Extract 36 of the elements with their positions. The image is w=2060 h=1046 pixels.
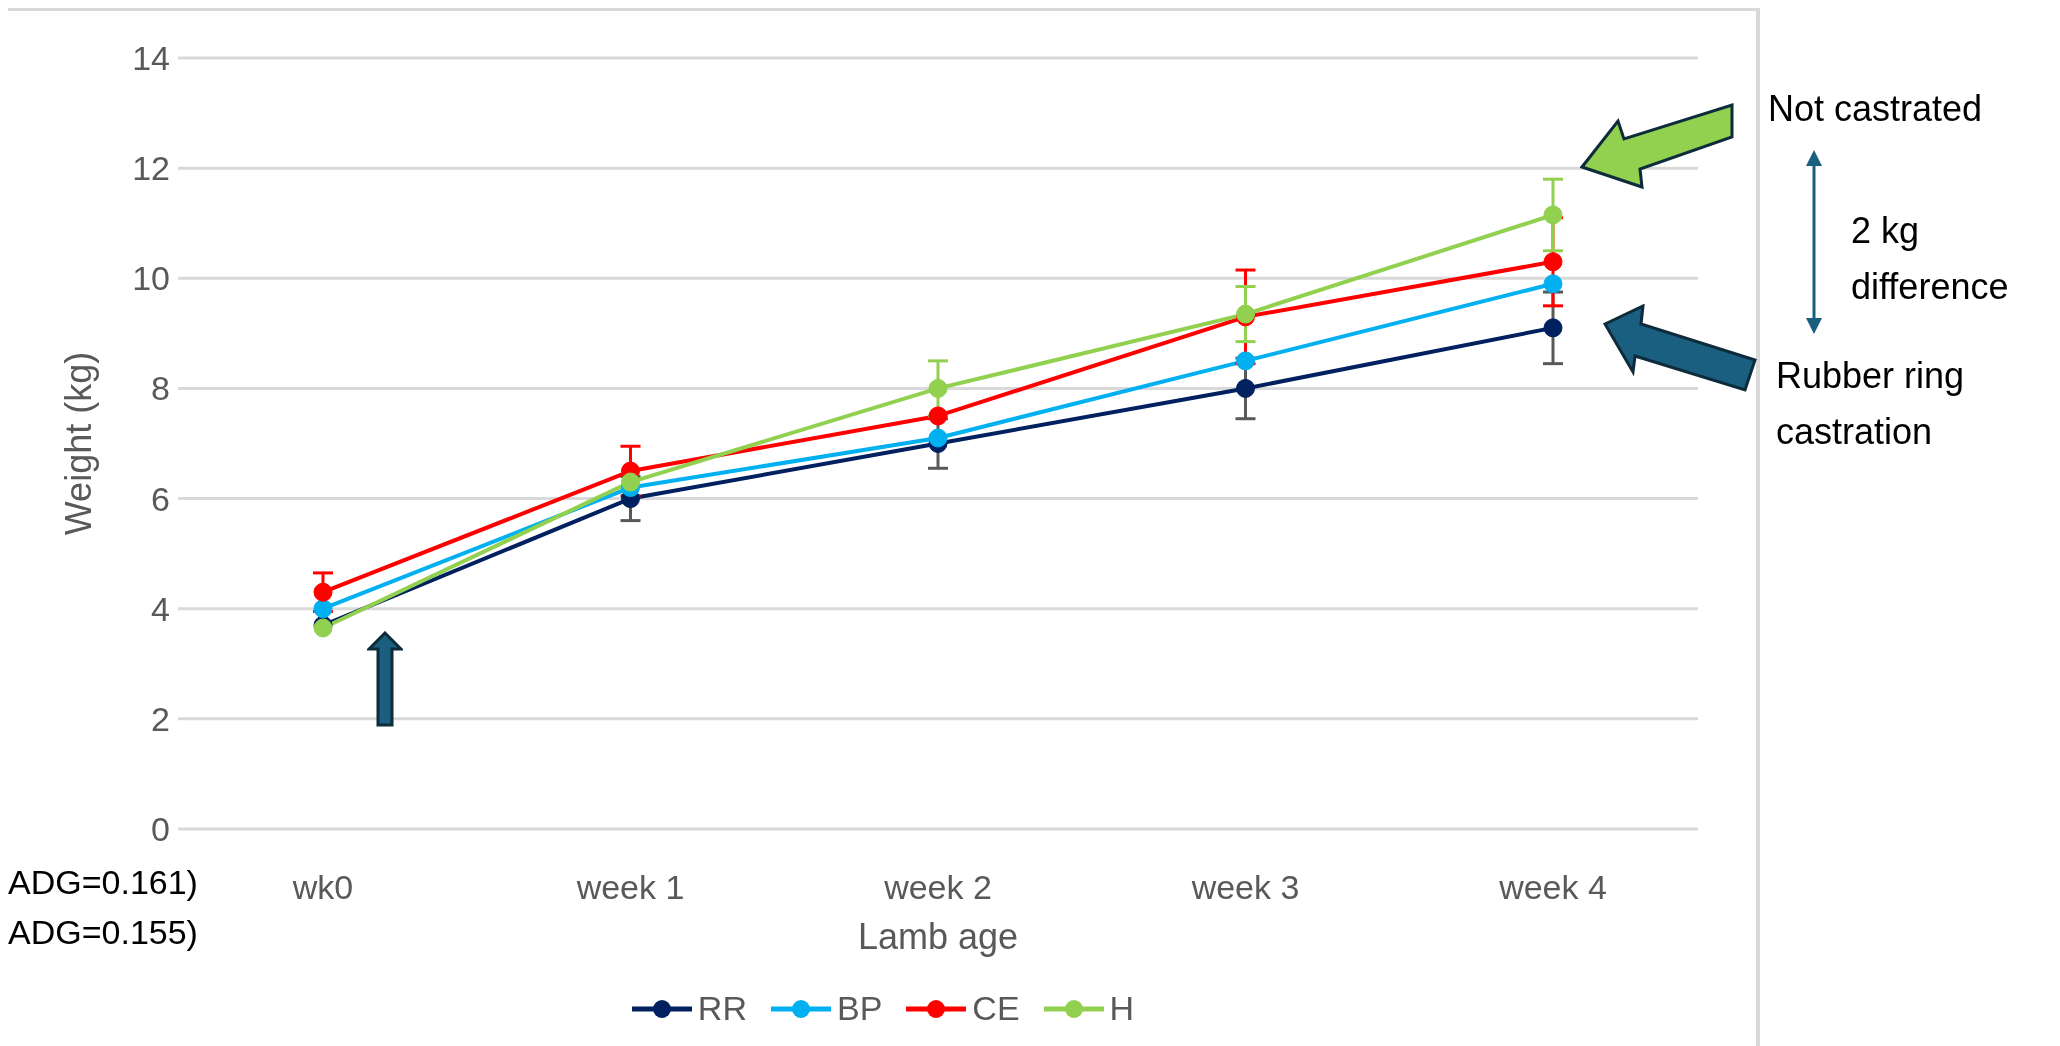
point <box>928 378 948 398</box>
text: ADG=0.161) <box>8 863 198 902</box>
y-tick-label: 4 <box>151 589 170 628</box>
x-tick-label: week 4 <box>1498 868 1607 907</box>
point <box>313 582 333 602</box>
y-tick-label: 0 <box>151 810 170 849</box>
y-tick-label: 14 <box>132 39 170 78</box>
y-axis-title: Weight (kg) <box>57 351 99 536</box>
x-tick-label: week 1 <box>575 868 685 907</box>
text: Rubber ring castration <box>1776 354 1966 454</box>
legend-label: RR <box>697 989 747 1028</box>
point <box>313 599 333 619</box>
point <box>1543 252 1563 272</box>
legend-label: CE <box>972 989 1020 1028</box>
legend-label: H <box>1109 989 1135 1028</box>
text: Not castrated <box>1768 88 1983 130</box>
x-tick-label: week 2 <box>883 868 992 907</box>
point <box>1543 205 1563 225</box>
y-tick-label: 10 <box>132 259 170 298</box>
x-tick-label: wk0 <box>291 868 354 907</box>
y-tick-label: 6 <box>151 479 170 518</box>
point <box>1236 351 1255 371</box>
point <box>1236 378 1255 398</box>
point <box>1543 318 1563 338</box>
y-tick-label: 12 <box>132 149 170 188</box>
legend-label: BP <box>836 989 883 1028</box>
y-tick-label: 8 <box>151 369 170 408</box>
point <box>621 472 640 492</box>
text: ADG=0.155) <box>8 913 198 952</box>
x-axis-title: Lamb age <box>857 916 1019 957</box>
y-tick-label: 2 <box>151 699 170 738</box>
text: 2 kg difference <box>1851 209 2010 309</box>
point <box>928 428 948 448</box>
x-tick-label: week 3 <box>1190 868 1300 907</box>
point <box>928 406 948 426</box>
point <box>1543 274 1563 294</box>
